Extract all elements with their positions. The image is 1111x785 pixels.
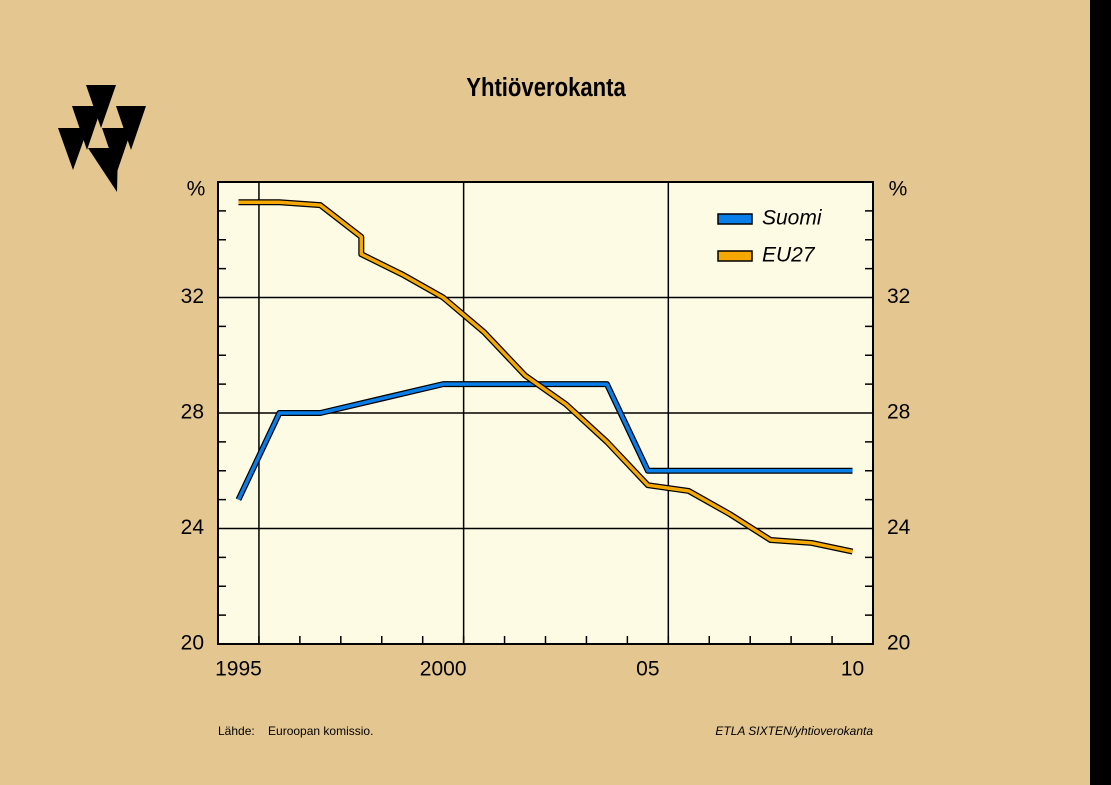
- source: Lähde: Euroopan komissio.: [218, 724, 373, 738]
- y2-tick-label: 28: [887, 401, 910, 424]
- line: [236, 382, 853, 501]
- y-tick-label: 32: [181, 285, 204, 308]
- x-tick-label: 10: [841, 658, 864, 681]
- x-tick-label: 05: [636, 658, 659, 681]
- chart-title: Yhtiöverokanta: [466, 73, 626, 102]
- y-tick-label: 24: [181, 516, 205, 539]
- legend-swatch: [717, 213, 753, 225]
- y-tick-label: 20: [181, 632, 204, 655]
- line: [238, 200, 853, 554]
- legend-label: Suomi: [762, 207, 823, 230]
- legend-label: EU27: [762, 244, 816, 267]
- y2-tick-label: 24: [887, 516, 911, 539]
- credit: ETLA SIXTEN/yhtioverokanta: [715, 724, 873, 738]
- y-tick-label: 28: [181, 401, 204, 424]
- y2-unit: %: [889, 178, 908, 201]
- y2-tick-label: 32: [887, 285, 910, 308]
- logo: [58, 85, 146, 192]
- x-tick-label: 1995: [215, 658, 262, 681]
- y-unit: %: [187, 178, 206, 201]
- x-tick-label: 2000: [420, 658, 467, 681]
- legend-swatch: [717, 250, 753, 262]
- y2-tick-label: 20: [887, 632, 910, 655]
